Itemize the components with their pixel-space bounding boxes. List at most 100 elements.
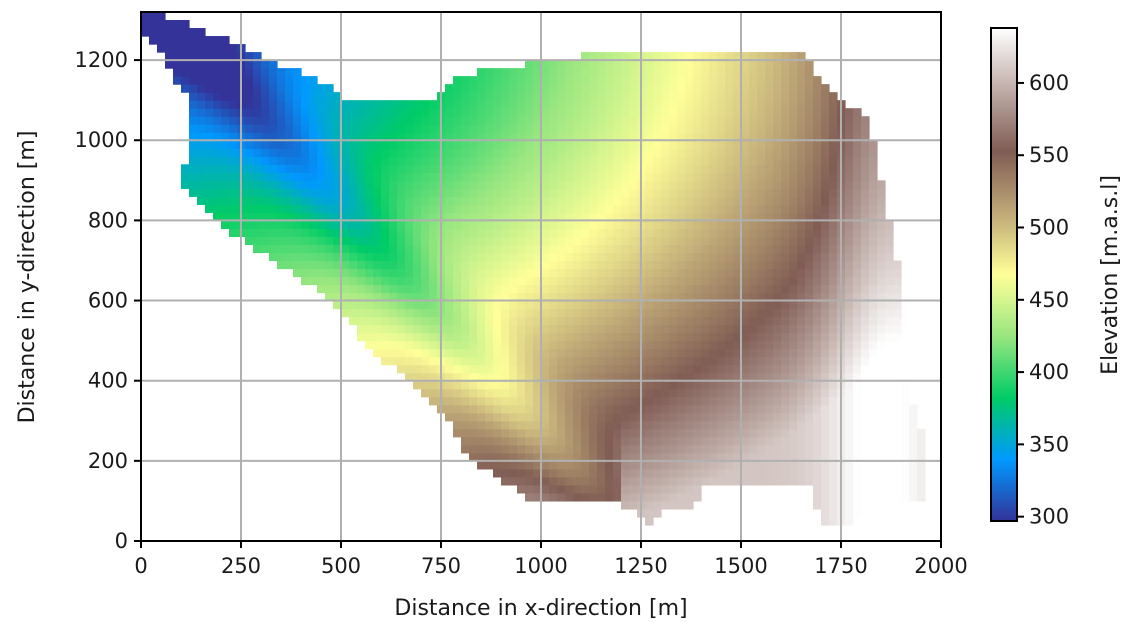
heatmap-cell [653,236,662,246]
heatmap-cell [517,396,526,406]
heatmap-cell [501,244,510,254]
heatmap-cell [501,172,510,181]
x-tick-label: 2000 [914,554,967,578]
heatmap-cell [805,308,814,318]
heatmap-cell [645,452,654,462]
heatmap-cell [629,236,638,246]
heatmap-cell [653,412,662,422]
heatmap-cell [589,436,598,446]
heatmap-cell [725,188,734,197]
heatmap-cell [909,468,918,478]
heatmap-cell [389,324,398,334]
heatmap-cell [861,340,870,350]
heatmap-cell [229,148,238,157]
heatmap-cell [397,140,406,149]
heatmap-cell [789,292,798,302]
heatmap-cell [525,244,534,254]
heatmap-cell [525,332,534,342]
heatmap-cell [285,92,294,101]
heatmap-cell [613,68,622,77]
heatmap-cell [461,444,470,454]
heatmap-cell [429,228,438,238]
heatmap-cell [445,396,454,406]
heatmap-cell [221,84,230,93]
heatmap-cell [581,484,590,494]
heatmap-cell [869,292,878,302]
heatmap-cell [629,332,638,342]
heatmap-cell [861,356,870,366]
heatmap-cell [541,356,550,366]
heatmap-cell [629,468,638,478]
heatmap-cell [645,100,654,109]
heatmap-cell [725,76,734,85]
heatmap-cell [357,124,366,133]
heatmap-cell [589,220,598,230]
heatmap-cell [765,300,774,310]
heatmap-cell [741,396,750,406]
heatmap-cell [701,124,710,133]
heatmap-cell [717,284,726,294]
heatmap-cell [653,364,662,374]
heatmap-cell [365,100,374,109]
heatmap-cell [781,332,790,342]
heatmap-cell [573,396,582,406]
heatmap-cell [669,244,678,254]
heatmap-cell [661,60,670,69]
heatmap-cell [613,228,622,238]
heatmap-cell [829,380,838,390]
heatmap-cell [573,340,582,350]
heatmap-cell [325,156,334,165]
heatmap-cell [429,332,438,342]
heatmap-cell [557,356,566,366]
heatmap-cell [429,340,438,350]
heatmap-cell [805,236,814,246]
heatmap-cell [365,284,374,294]
heatmap-cell [501,124,510,133]
heatmap-cell [861,460,870,470]
heatmap-cell [877,492,886,502]
heatmap-cell [709,156,718,165]
heatmap-cell [309,268,318,278]
heatmap-cell [773,180,782,189]
heatmap-cell [693,108,702,117]
heatmap-cell [309,180,318,189]
heatmap-cell [773,428,782,438]
heatmap-cell [677,468,686,478]
heatmap-cell [589,332,598,342]
heatmap-cell [845,388,854,398]
heatmap-cell [893,372,902,382]
heatmap-cell [613,364,622,374]
heatmap-cell [589,428,598,438]
heatmap-cell [909,452,918,462]
heatmap-cell [517,140,526,149]
heatmap-cell [861,196,870,205]
heatmap-cell [701,396,710,406]
heatmap-cell [269,188,278,197]
heatmap-cell [877,348,886,358]
heatmap-cell [501,284,510,294]
heatmap-cell [373,324,382,334]
heatmap-cell [701,284,710,294]
heatmap-cell [845,308,854,318]
heatmap-cell [661,260,670,270]
heatmap-cell [589,108,598,117]
heatmap-cell [381,252,390,262]
heatmap-cell [365,124,374,133]
heatmap-cell [589,124,598,133]
heatmap-cell [485,236,494,246]
heatmap-cell [701,68,710,77]
heatmap-cell [581,252,590,262]
heatmap-cell [757,148,766,157]
heatmap-cell [517,444,526,454]
heatmap-cell [389,244,398,254]
heatmap-cell [229,220,238,230]
heatmap-cell [485,92,494,101]
heatmap-cell [733,92,742,101]
heatmap-cell [181,68,190,77]
heatmap-cell [381,180,390,189]
heatmap-cell [741,124,750,133]
heatmap-cell [413,180,422,189]
heatmap-cell [341,244,350,254]
heatmap-cell [533,356,542,366]
heatmap-cell [229,212,238,221]
